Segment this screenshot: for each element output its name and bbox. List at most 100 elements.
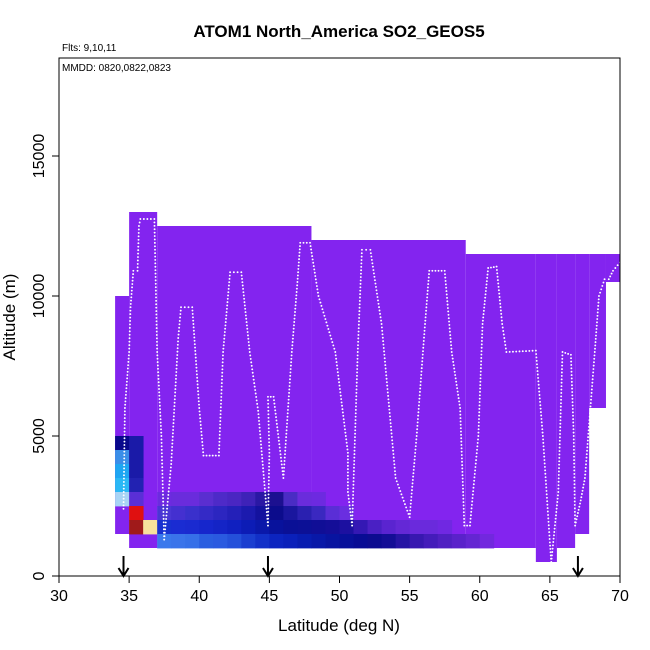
track-point bbox=[257, 409, 260, 412]
track-point bbox=[359, 286, 362, 289]
track-point bbox=[163, 535, 166, 538]
track-point bbox=[461, 460, 463, 463]
track-point bbox=[597, 304, 600, 307]
track-point bbox=[357, 334, 360, 336]
track-point bbox=[169, 466, 172, 469]
x-tick-label: 40 bbox=[190, 588, 208, 605]
track-point bbox=[155, 316, 158, 319]
track-point bbox=[276, 429, 279, 432]
track-point bbox=[570, 380, 573, 383]
track-point bbox=[293, 324, 295, 327]
track-point bbox=[355, 402, 358, 405]
track-point bbox=[191, 316, 194, 319]
track-point bbox=[474, 469, 477, 472]
track-point bbox=[286, 415, 289, 418]
heatmap-cell bbox=[465, 534, 481, 549]
track-point bbox=[153, 241, 156, 244]
track-point bbox=[252, 375, 255, 378]
track-point bbox=[222, 351, 225, 353]
track-point bbox=[262, 474, 265, 476]
track-point bbox=[542, 448, 545, 451]
track-point bbox=[122, 480, 125, 483]
track-point bbox=[159, 418, 162, 421]
track-point bbox=[373, 279, 376, 282]
track-point bbox=[158, 388, 160, 390]
track-point bbox=[346, 471, 349, 474]
track-point bbox=[614, 267, 617, 269]
track-point bbox=[460, 450, 463, 453]
track-point bbox=[582, 486, 585, 489]
track-point bbox=[335, 361, 338, 364]
track-point bbox=[571, 407, 574, 410]
track-point bbox=[221, 368, 224, 371]
track-point bbox=[357, 327, 360, 330]
track-point bbox=[283, 463, 286, 466]
track-point bbox=[359, 279, 362, 282]
heatmap-cell bbox=[213, 520, 228, 535]
track-point bbox=[498, 292, 501, 295]
track-point bbox=[427, 283, 430, 286]
track-point bbox=[471, 497, 474, 499]
track-point bbox=[425, 299, 428, 302]
track-point bbox=[360, 255, 363, 258]
track-point bbox=[156, 340, 158, 343]
track-point bbox=[218, 451, 220, 454]
track-point bbox=[356, 351, 359, 353]
track-point bbox=[250, 361, 253, 364]
track-point bbox=[355, 388, 358, 391]
track-point bbox=[482, 309, 485, 312]
track-point bbox=[208, 454, 211, 457]
track-point bbox=[156, 354, 159, 357]
track-point bbox=[136, 259, 139, 262]
track-point bbox=[240, 271, 243, 274]
track-point bbox=[136, 262, 139, 265]
track-point bbox=[311, 255, 314, 258]
track-point bbox=[136, 266, 139, 269]
track-point bbox=[160, 455, 163, 458]
heatmap-cell bbox=[157, 520, 172, 535]
track-point bbox=[603, 278, 606, 281]
track-point bbox=[560, 392, 563, 394]
track-point bbox=[256, 402, 259, 405]
track-point bbox=[123, 464, 126, 467]
track-point bbox=[501, 326, 504, 329]
track-point bbox=[341, 404, 343, 407]
track-point bbox=[162, 493, 164, 496]
track-point bbox=[344, 431, 347, 434]
track-point bbox=[501, 323, 504, 325]
track-point bbox=[573, 510, 576, 513]
track-point bbox=[358, 299, 361, 302]
track-point bbox=[267, 503, 270, 506]
track-point bbox=[460, 437, 463, 440]
track-point bbox=[426, 286, 429, 289]
track-point bbox=[358, 316, 361, 319]
track-point bbox=[355, 381, 358, 384]
track-point bbox=[596, 314, 599, 317]
track-point bbox=[309, 241, 311, 244]
track-point bbox=[346, 484, 349, 487]
track-point bbox=[162, 514, 165, 517]
track-point bbox=[220, 385, 223, 388]
heatmap-cell bbox=[353, 534, 368, 549]
track-point bbox=[286, 422, 288, 425]
track-point bbox=[153, 238, 156, 241]
track-point bbox=[574, 521, 577, 524]
track-point bbox=[122, 501, 125, 504]
heatmap-cell bbox=[115, 436, 130, 451]
track-point bbox=[268, 462, 271, 465]
track-point bbox=[289, 368, 292, 370]
track-point bbox=[414, 451, 417, 454]
track-point bbox=[451, 357, 454, 360]
track-point bbox=[587, 436, 590, 439]
track-point bbox=[355, 391, 358, 394]
heatmap-cell bbox=[199, 506, 214, 521]
flights-annotation: Flts: 9,10,11 bbox=[62, 43, 117, 54]
heatmap-cell bbox=[171, 492, 186, 507]
track-point bbox=[284, 449, 287, 452]
track-point bbox=[418, 397, 421, 400]
track-point bbox=[440, 269, 443, 272]
plot-content bbox=[115, 212, 621, 578]
track-point bbox=[474, 462, 477, 465]
track-point bbox=[573, 469, 576, 472]
track-point bbox=[384, 367, 387, 370]
